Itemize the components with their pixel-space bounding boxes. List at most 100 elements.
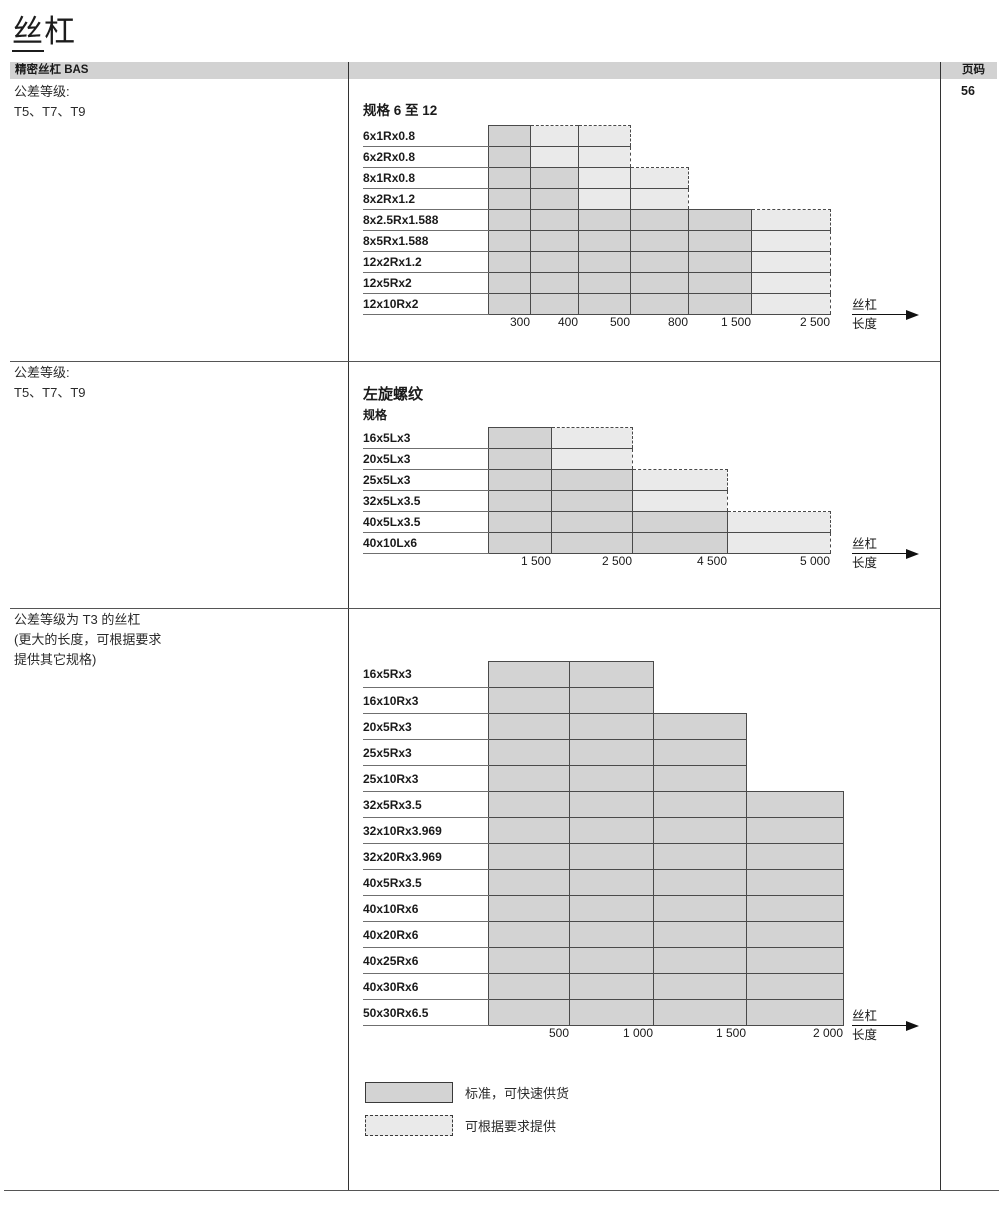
spec-row: 25x5Rx3 — [363, 739, 843, 766]
cell-empty — [653, 688, 746, 714]
spec-label: 12x5Rx2 — [363, 272, 488, 294]
availability-chart-left-hand-thread: 左旋螺纹 规格 16x5Lx3 20x5Lx3 25x5Lx3 32x5Lx3.5 40… — [363, 386, 919, 571]
x-tick-label: 1 500 — [720, 315, 751, 329]
note-line: 提供其它规格) — [14, 652, 97, 667]
cell-on-request — [629, 167, 689, 189]
cell-standard — [652, 765, 747, 792]
cell-standard — [487, 490, 552, 512]
cell-on-request — [550, 427, 633, 449]
axis-label-line1: 丝杠 — [852, 537, 906, 554]
cell-standard — [568, 973, 654, 1000]
cell-standard — [550, 511, 633, 533]
x-tick-label: 2 500 — [799, 315, 830, 329]
x-axis: 500 1 000 1 500 2 000 — [363, 1026, 843, 1043]
legend-item-standard: 标准，可快速供货 — [365, 1082, 569, 1103]
cell-standard — [687, 272, 752, 294]
cell-on-request — [631, 469, 728, 491]
cell-standard — [568, 999, 654, 1026]
x-tick-label: 2 500 — [601, 554, 632, 568]
cell-empty — [751, 147, 830, 168]
availability-chart-size-6-12: 规格 6 至 12 6x1Rx0.8 6x2Rx0.8 8x1Rx0.8 8x2Rx1… — [363, 102, 919, 332]
note-line: 公差等级为 T3 的丝杠 — [14, 612, 141, 627]
x-axis-label: 丝杠 长度 — [852, 298, 919, 332]
spec-label: 32x5Lx3.5 — [363, 490, 488, 512]
page-number: 56 — [961, 84, 975, 98]
spec-row: 12x10Rx2 — [363, 293, 831, 315]
cell-empty — [688, 189, 751, 210]
x-tick-label: 800 — [667, 315, 688, 329]
cell-standard — [568, 765, 654, 792]
spec-row: 8x1Rx0.8 — [363, 167, 830, 189]
page-title: 丝杠 — [12, 6, 76, 52]
cell-empty — [630, 147, 688, 168]
spec-label: 25x10Rx3 — [363, 765, 488, 792]
cell-empty — [746, 740, 843, 766]
cell-standard — [487, 713, 570, 740]
cell-standard — [487, 188, 531, 210]
axis-spacer — [363, 315, 488, 332]
cell-standard — [487, 272, 531, 294]
cell-standard — [652, 921, 747, 948]
spec-label: 32x5Rx3.5 — [363, 791, 488, 818]
column-divider-left — [348, 62, 349, 1191]
spec-row: 8x2.5Rx1.588 — [363, 209, 831, 231]
cell-standard — [487, 973, 570, 1000]
x-tick-label: 500 — [609, 315, 630, 329]
cell-standard — [487, 427, 552, 449]
x-tick-label: 300 — [509, 315, 530, 329]
cell-empty — [630, 126, 688, 147]
cell-standard — [487, 511, 552, 533]
cell-standard — [629, 293, 689, 315]
x-tick-label: 500 — [548, 1026, 569, 1040]
spec-label: 16x10Rx3 — [363, 687, 488, 714]
cell-standard — [577, 209, 631, 231]
spec-label: 40x10Lx6 — [363, 532, 488, 554]
cell-standard — [629, 251, 689, 273]
x-tick-label: 4 500 — [696, 554, 727, 568]
spec-row: 20x5Lx3 — [363, 448, 830, 470]
x-axis-label: 丝杠 长度 — [852, 537, 919, 571]
spec-row: 40x5Lx3.5 — [363, 511, 831, 533]
note-line: 公差等级: — [14, 365, 70, 380]
cell-standard — [745, 817, 844, 844]
cell-on-request — [577, 188, 631, 210]
x-axis: 1 500 2 500 4 500 5 000 — [363, 554, 830, 571]
spec-label: 12x10Rx2 — [363, 293, 488, 315]
cell-standard — [745, 973, 844, 1000]
cell-standard — [629, 230, 689, 252]
spec-label: 8x1Rx0.8 — [363, 167, 488, 189]
cell-standard — [550, 532, 633, 554]
cell-standard — [568, 921, 654, 948]
page-column-label: 页码 — [962, 64, 985, 76]
cell-standard — [487, 146, 531, 168]
spec-label: 40x10Rx6 — [363, 895, 488, 922]
cell-standard — [487, 817, 570, 844]
cell-standard — [529, 167, 579, 189]
axis-label-line1: 丝杠 — [852, 298, 906, 315]
cell-standard — [487, 921, 570, 948]
cell-standard — [568, 713, 654, 740]
cell-empty — [751, 189, 830, 210]
legend-label: 可根据要求提供 — [465, 1119, 557, 1134]
section-divider-2 — [10, 608, 940, 609]
on-request-swatch-icon — [365, 1115, 453, 1136]
arrow-right-icon — [906, 309, 919, 320]
spec-row: 12x2Rx1.2 — [363, 251, 831, 273]
spec-row: 12x5Rx2 — [363, 272, 831, 294]
cell-empty — [751, 126, 830, 147]
cell-standard — [568, 739, 654, 766]
spec-row: 32x5Lx3.5 — [363, 490, 830, 512]
x-tick-label: 1 500 — [520, 554, 551, 568]
cell-on-request — [750, 230, 831, 252]
x-axis-label: 丝杠 长度 — [852, 1009, 919, 1043]
cell-standard — [529, 251, 579, 273]
cell-on-request — [577, 125, 631, 147]
note-line: T5、T7、T9 — [14, 104, 86, 119]
spec-row: 6x1Rx0.8 — [363, 125, 830, 147]
cell-standard — [550, 469, 633, 491]
cell-standard — [568, 895, 654, 922]
cell-standard — [745, 895, 844, 922]
cell-standard — [487, 230, 531, 252]
cell-on-request — [577, 146, 631, 168]
cell-empty — [746, 714, 843, 740]
